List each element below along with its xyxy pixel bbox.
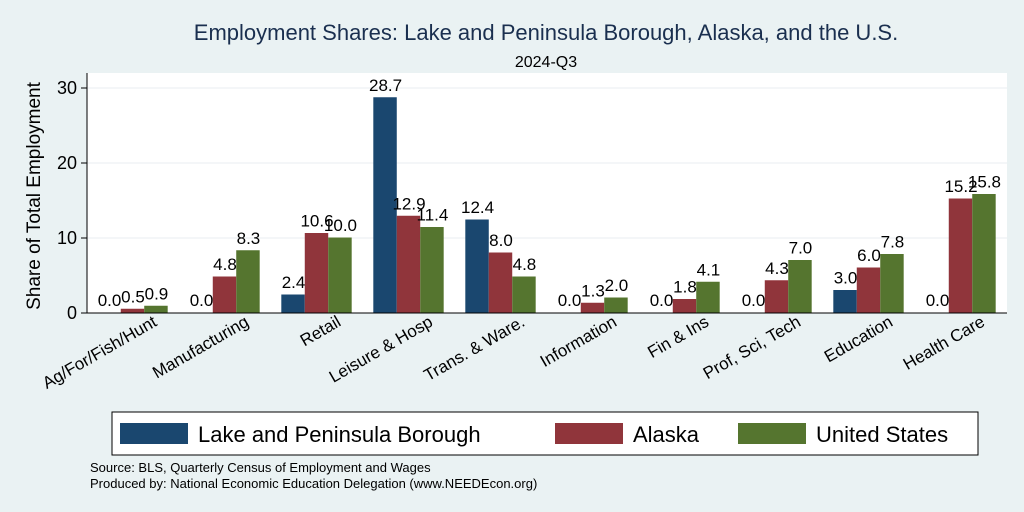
value-label-series0-cat1: 0.0 (190, 291, 214, 310)
x-tick-label-3: Leisure & Hosp (326, 312, 436, 387)
bar-series1-cat1 (212, 276, 237, 314)
value-label-series2-cat1: 8.3 (237, 229, 261, 248)
chart-title: Employment Shares: Lake and Peninsula Bo… (194, 20, 898, 45)
x-tick-label-2: Retail (297, 312, 344, 350)
value-label-series0-cat4: 12.4 (461, 198, 494, 217)
value-label-series0-cat8: 3.0 (834, 269, 858, 288)
y-tick-label-2: 20 (57, 153, 77, 173)
bar-series2-cat9 (972, 194, 996, 314)
bar-series2-cat1 (236, 250, 260, 314)
x-tick-label-6: Fin & Ins (644, 312, 712, 362)
x-tick-label-5: Information (537, 312, 620, 371)
bar-series2-cat4 (512, 276, 536, 314)
value-label-series1-cat2: 10.6 (300, 212, 333, 231)
value-label-series1-cat5: 1.3 (581, 281, 605, 300)
value-label-series1-cat1: 4.8 (213, 255, 237, 274)
bar-series0-cat4 (465, 219, 489, 314)
legend-swatch-1 (555, 423, 623, 444)
grid-lines (87, 87, 1007, 239)
bar-series1-cat3 (396, 215, 421, 314)
legend-swatch-0 (120, 423, 188, 444)
bars (120, 97, 996, 314)
value-label-series0-cat9: 0.0 (926, 291, 950, 310)
value-label-series2-cat6: 4.1 (697, 260, 721, 279)
value-label-series2-cat3: 11.4 (417, 206, 449, 225)
value-label-series1-cat3: 12.9 (392, 194, 425, 213)
bar-series0-cat8 (833, 290, 857, 314)
legend: Lake and Peninsula Borough Alaska United S… (111, 411, 979, 456)
legend-label-2: United States (816, 422, 948, 447)
x-tick-label-9: Health Care (900, 312, 988, 374)
value-label-series2-cat2: 10.0 (324, 216, 357, 235)
legend-label-1: Alaska (633, 422, 700, 447)
bar-series2-cat6 (696, 281, 720, 314)
value-label-series0-cat3: 28.7 (369, 76, 402, 95)
chart-subtitle: 2024-Q3 (515, 54, 577, 71)
value-label-series2-cat0: 0.9 (145, 284, 169, 303)
x-tick-label-8: Education (821, 312, 896, 366)
legend-swatch-2 (738, 423, 806, 444)
value-label-series1-cat8: 6.0 (857, 246, 881, 265)
value-label-series2-cat9: 15.8 (968, 173, 1001, 192)
y-tick-label-0: 0 (67, 303, 77, 323)
value-labels: 0.0 0.5 0.9 0.04.88.32.410.610.028.712.911.… (98, 76, 1001, 310)
value-label-series0-cat5: 0.0 (558, 291, 582, 310)
bar-series1-cat4 (488, 252, 513, 314)
value-label-series2-cat4: 4.8 (513, 255, 537, 274)
bar-series1-cat5 (580, 302, 605, 314)
source-note: Source: BLS, Quarterly Census of Employm… (90, 460, 431, 475)
bar-series1-cat2 (304, 233, 329, 314)
bar-series2-cat0 (144, 305, 168, 314)
bar-series2-cat2 (328, 237, 352, 314)
value-label-series1-cat6: 1.8 (673, 278, 697, 297)
y-axis: 0 10 20 30 (57, 73, 88, 323)
bar-series1-cat8 (856, 267, 881, 314)
bar-series1-cat0 (120, 308, 145, 314)
x-tick-label-7: Prof, Sci, Tech (700, 312, 804, 383)
bar-series1-cat9 (948, 198, 973, 314)
x-tick-label-4: Trans. & Ware. (421, 312, 528, 385)
bar-series2-cat5 (604, 297, 628, 314)
value-label-series1-cat7: 4.3 (765, 259, 789, 278)
bar-series0-cat2 (281, 294, 305, 314)
bar-series2-cat7 (788, 260, 812, 314)
value-label-series0-cat0: 0.0 (98, 291, 122, 310)
y-tick-label-1: 10 (57, 228, 77, 248)
x-tick-label-0: Ag/For/Fish/Hunt (39, 312, 160, 393)
legend-box (111, 411, 979, 456)
bar-series1-cat6 (672, 299, 697, 314)
produced-note: Produced by: National Economic Education… (90, 476, 537, 491)
value-label-series1-cat0: 0.5 (121, 287, 145, 306)
value-label-series2-cat7: 7.0 (789, 239, 813, 258)
value-label-series1-cat9: 15.2 (944, 177, 977, 196)
x-tick-label-1: Manufacturing (149, 312, 252, 382)
value-label-series0-cat6: 0.0 (650, 291, 674, 310)
bar-series1-cat7 (764, 280, 789, 314)
value-label-series2-cat8: 7.8 (881, 233, 905, 252)
bar-series2-cat8 (880, 254, 904, 314)
y-axis-label: Share of Total Employment (24, 81, 45, 309)
legend-label-0: Lake and Peninsula Borough (198, 422, 481, 447)
value-label-series1-cat4: 8.0 (489, 231, 513, 250)
bar-series2-cat3 (420, 227, 444, 314)
value-label-series0-cat2: 2.4 (282, 273, 306, 292)
value-label-series0-cat7: 0.0 (742, 291, 766, 310)
value-label-series2-cat5: 2.0 (605, 276, 629, 295)
y-tick-label-3: 30 (57, 78, 77, 98)
